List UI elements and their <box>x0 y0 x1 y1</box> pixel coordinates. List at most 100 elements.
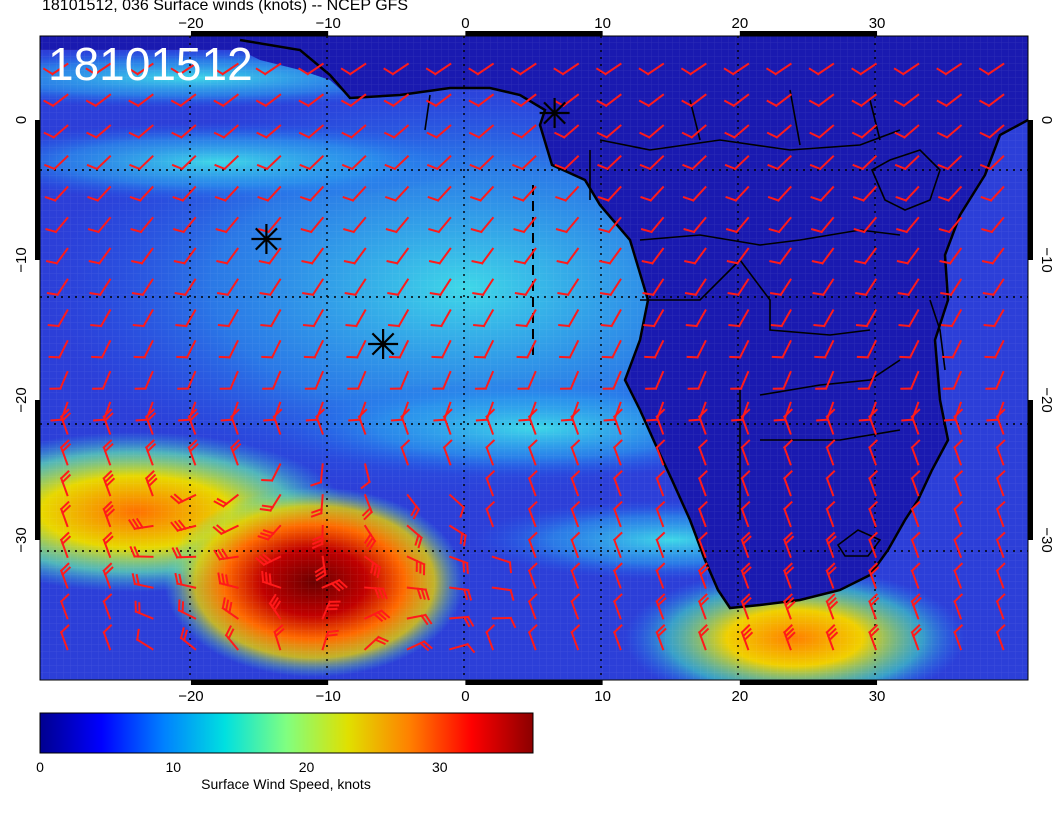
wind-barb <box>426 154 452 171</box>
colorbar-tick-label: 10 <box>165 759 181 775</box>
lat-tick-label-left: −10 <box>13 247 30 272</box>
wind-barb <box>215 216 240 234</box>
wind-barb <box>59 439 72 466</box>
wind-barb <box>347 370 367 390</box>
wind-barb <box>298 62 325 76</box>
wind-barb <box>936 124 963 139</box>
lon-tick-label-top: −10 <box>315 15 340 32</box>
wind-barb <box>314 555 327 582</box>
wind-barb <box>527 500 538 528</box>
wind-barb <box>89 278 112 297</box>
wind-barb <box>516 339 537 359</box>
wind-barb <box>102 439 114 466</box>
wind-barb <box>600 309 622 328</box>
lon-tick-label-top: −20 <box>178 15 203 32</box>
wind-barb <box>851 62 878 76</box>
wind-barb <box>302 278 325 297</box>
wind-barb <box>984 339 1005 359</box>
wind-barb <box>261 570 282 589</box>
wind-barb <box>725 185 750 202</box>
wind-barb <box>102 531 114 559</box>
wind-barb <box>724 154 750 171</box>
wind-barb <box>129 154 154 171</box>
wind-barb <box>92 370 112 390</box>
wind-barb <box>221 597 239 620</box>
wind-barb <box>310 463 324 487</box>
wind-barb <box>346 339 367 359</box>
wind-barb <box>740 562 752 589</box>
wind-barb <box>910 500 921 528</box>
wind-barb <box>825 624 839 651</box>
wind-barb <box>655 593 667 620</box>
wind-barb <box>128 124 154 139</box>
wind-barb <box>783 470 793 497</box>
wind-barb <box>474 370 495 390</box>
wind-barb <box>680 62 707 76</box>
storm-marker-3 <box>368 329 399 359</box>
storm-marker-2 <box>251 224 282 254</box>
wind-barb <box>855 278 878 297</box>
wind-barb <box>783 408 793 435</box>
wind-barb <box>687 370 707 390</box>
wind-barb <box>187 408 199 435</box>
wind-barb <box>102 593 113 620</box>
wind-barb <box>102 624 113 651</box>
wind-barbs <box>42 62 1006 654</box>
map-plot-area: 18101512 <box>40 36 1028 680</box>
wind-barb <box>511 124 537 139</box>
wind-barb <box>262 370 282 390</box>
wind-barb <box>995 439 1006 466</box>
wind-barb <box>783 593 796 620</box>
wind-barb <box>385 216 410 234</box>
colorbar-tick-label: 0 <box>36 759 44 775</box>
wind-barb <box>910 593 922 620</box>
wind-barb <box>212 62 239 76</box>
wind-barb <box>560 370 580 390</box>
wind-barb <box>425 62 452 76</box>
wind-barb <box>299 185 325 202</box>
wind-barb <box>272 408 283 435</box>
wind-barb <box>815 370 835 390</box>
wind-barb <box>360 463 371 490</box>
wind-barb <box>449 586 473 601</box>
wind-barb <box>570 562 581 589</box>
wind-barb <box>303 339 325 359</box>
wind-barb <box>556 247 580 265</box>
wind-barb <box>218 339 239 359</box>
wind-barb <box>814 339 835 359</box>
wind-barb <box>45 216 69 234</box>
wind-barb <box>612 593 623 620</box>
wind-barb <box>655 439 666 466</box>
wind-barb <box>513 247 537 265</box>
wind-barb <box>570 531 581 559</box>
wind-barb <box>485 470 496 497</box>
wind-barb <box>896 247 920 265</box>
wind-barb <box>315 408 326 435</box>
wind-barb <box>442 408 453 435</box>
wind-barb <box>682 185 707 202</box>
wind-barb <box>406 640 433 652</box>
wind-barb <box>473 339 495 359</box>
wind-barb <box>485 408 496 435</box>
wind-barb <box>268 593 282 620</box>
wind-barb <box>527 408 538 435</box>
wind-barb <box>43 93 69 108</box>
wind-barb <box>257 524 282 541</box>
wind-barb <box>979 154 1005 171</box>
wind-barb <box>599 247 622 265</box>
wind-barb <box>942 370 963 390</box>
wind-barb <box>171 124 197 139</box>
frame-bar-top <box>739 31 878 36</box>
wind-barb <box>59 593 70 620</box>
storm-marker-1 <box>539 98 570 128</box>
wind-barb <box>726 247 750 265</box>
wind-barb <box>427 185 452 202</box>
map-frame: −20 −20 −10 −10 0 0 10 10 20 20 30 30 0 0 −10 −10 −20 −20… <box>13 15 1055 705</box>
wind-barb <box>256 124 282 139</box>
wind-barb <box>363 609 391 623</box>
wind-barb <box>491 555 513 574</box>
wind-barb <box>597 154 622 171</box>
wind-barb <box>473 309 495 328</box>
wind-barb <box>134 370 154 390</box>
